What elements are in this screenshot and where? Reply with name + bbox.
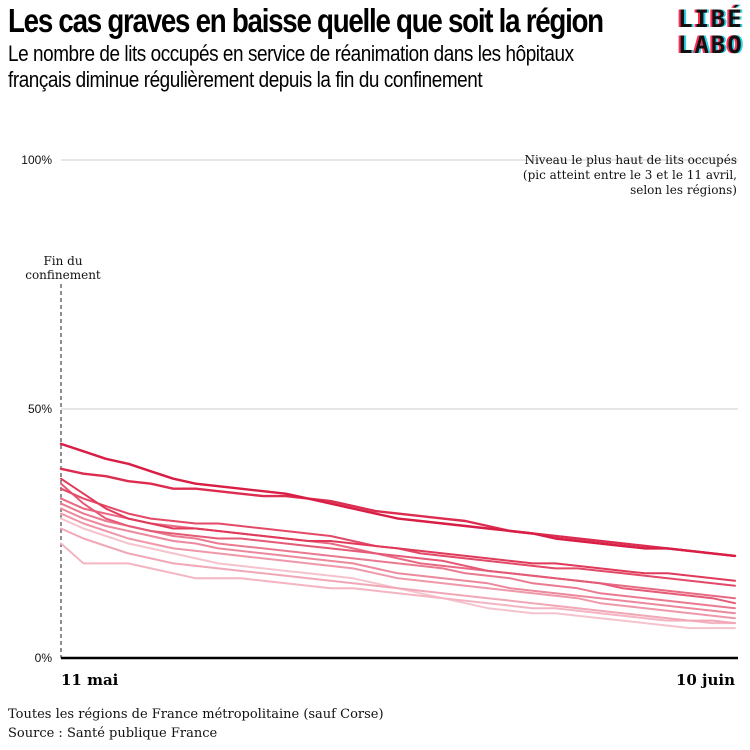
peak-annotation-line: selon les régions) <box>630 183 737 197</box>
series-line-11 <box>60 542 736 625</box>
logo-line-2: LABO <box>678 31 744 59</box>
end-confinement-label-line: Fin du <box>43 254 82 268</box>
y-tick-label: 0% <box>35 651 53 665</box>
y-tick-label: 100% <box>21 153 52 167</box>
series-line-1 <box>59 442 737 558</box>
series-line-6 <box>60 497 736 600</box>
end-confinement-label-line: confinement <box>25 268 101 282</box>
series-line-10 <box>60 527 736 625</box>
series-line-9 <box>60 512 736 620</box>
peak-annotation-line: (pic atteint entre le 3 et le 11 avril, <box>523 168 737 182</box>
series-line-3 <box>60 477 736 582</box>
peak-annotation-line: Niveau le plus haut de lits occupés <box>524 153 737 167</box>
chart-subtitle-line-2: français diminue régulièrement depuis la… <box>8 67 483 92</box>
series-line-2 <box>59 467 737 558</box>
series-line-8 <box>60 507 736 615</box>
x-tick-label-end: 10 juin <box>676 671 735 689</box>
y-tick-label: 50% <box>28 402 52 416</box>
series-line-7 <box>60 502 736 610</box>
chart-subtitle-line-1: Le nombre de lits occupés en service de … <box>8 41 574 66</box>
series-line-5 <box>60 482 736 605</box>
chart-title: Les cas graves en baisse quelle que soit… <box>8 2 604 39</box>
x-tick-label-start: 11 mai <box>61 671 119 689</box>
logo-line-1: LIBÉ <box>678 5 744 33</box>
footer-source: Source : Santé publique France <box>8 726 218 741</box>
footer-note: Toutes les régions de France métropolita… <box>8 707 384 722</box>
libe-labo-logo: LIBÉ LABO <box>678 6 746 58</box>
